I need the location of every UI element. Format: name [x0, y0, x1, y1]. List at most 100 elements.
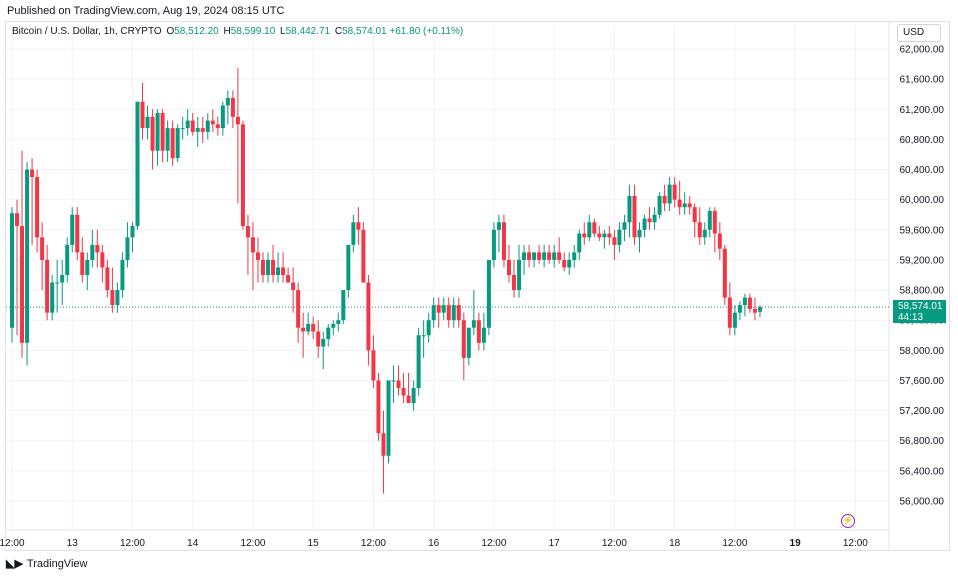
candle-body	[712, 210, 717, 234]
y-tick-label: 58,000.00	[900, 346, 945, 357]
candle-body	[20, 226, 25, 343]
open-label: O	[166, 26, 175, 37]
candle-body	[722, 248, 727, 298]
candle-body	[326, 327, 331, 340]
candle-body	[476, 320, 481, 343]
candle-body	[140, 101, 145, 129]
x-tick-label: 12:00	[481, 538, 506, 549]
candle-body	[416, 335, 421, 388]
candle-body	[366, 282, 371, 351]
close-label: C	[334, 26, 343, 37]
candle-body	[125, 237, 130, 260]
candle-body	[306, 323, 311, 332]
candle-body	[486, 259, 491, 328]
candle-body	[446, 305, 451, 321]
candle-body	[622, 222, 627, 230]
x-tick-label: 12:00	[843, 538, 868, 549]
candle-body	[115, 290, 120, 306]
y-tick-label: 60,000.00	[900, 195, 945, 206]
candle-body	[200, 128, 205, 132]
candle-body	[421, 335, 426, 337]
candle-body	[240, 124, 245, 227]
candle-body	[155, 113, 160, 151]
last-price-tag: 58,574.01 44:13	[893, 300, 946, 323]
candle-body	[747, 297, 752, 309]
x-tick-label: 17	[549, 538, 561, 549]
candle-body	[436, 305, 441, 313]
candle-body	[582, 233, 587, 238]
candle-body	[677, 199, 682, 208]
x-tick-label: 12:00	[120, 538, 145, 549]
high-value: 58,599.10	[230, 26, 276, 37]
candle-body	[637, 229, 642, 238]
candle-body	[281, 267, 286, 275]
candle-body	[617, 229, 622, 245]
candle-body	[727, 297, 732, 328]
x-tick-label: 18	[669, 538, 681, 549]
candle-body	[542, 252, 547, 260]
candle-body	[60, 275, 65, 283]
candle-body	[50, 282, 55, 313]
candle-body	[346, 244, 351, 291]
candle-body	[341, 290, 346, 321]
candle-body	[431, 305, 436, 321]
candle-body	[266, 259, 271, 275]
candle-body	[567, 259, 572, 268]
candle-body	[592, 222, 597, 234]
candle-body	[737, 305, 742, 313]
close-value: 58,574.01	[342, 26, 387, 37]
low-label: L	[280, 26, 286, 37]
candle-body	[195, 128, 200, 132]
candle-body	[160, 113, 165, 151]
candle-body	[732, 312, 737, 328]
y-tick-label: 56,000.00	[900, 497, 945, 508]
candle-body	[456, 305, 461, 321]
candle-body	[30, 169, 35, 178]
x-tick-label: 16	[428, 538, 440, 549]
candle-body	[396, 380, 401, 388]
candle-body	[376, 380, 381, 434]
candle-body	[90, 244, 95, 260]
candle-body	[517, 259, 522, 291]
currency-selector[interactable]: USD	[897, 24, 941, 42]
candle-body	[496, 222, 501, 230]
candle-body	[70, 214, 75, 245]
candle-body	[522, 252, 527, 260]
candle-body	[466, 327, 471, 358]
candle-body	[602, 233, 607, 238]
candle-body	[652, 214, 657, 223]
candle-body	[391, 380, 396, 382]
candle-body	[381, 433, 386, 456]
candle-body	[627, 195, 632, 223]
x-tick-label: 15	[308, 538, 320, 549]
candle-body	[692, 207, 697, 223]
candle-body	[557, 252, 562, 260]
change-value: +61.80 (+0.11%)	[389, 26, 464, 37]
candle-body	[707, 210, 712, 230]
candle-body	[10, 213, 14, 328]
candle-body	[130, 226, 135, 238]
candle-body	[296, 290, 301, 328]
y-tick-label: 59,200.00	[900, 255, 945, 266]
y-tick-label: 61,200.00	[900, 105, 945, 116]
candle-body	[100, 252, 105, 268]
candle-body	[607, 233, 612, 238]
candle-body	[356, 222, 361, 230]
symbol-name: Bitcoin / U.S. Dollar, 1h, CRYPTO	[12, 26, 162, 37]
footer-brand[interactable]: ◣▶ TradingView	[6, 557, 87, 571]
y-tick-label: 57,600.00	[900, 376, 945, 387]
candle-body	[481, 327, 486, 343]
chart-frame	[5, 21, 950, 551]
y-tick-label: 62,000.00	[900, 45, 945, 56]
candle-body	[351, 222, 356, 245]
lightning-icon[interactable]: ⚡	[841, 514, 855, 528]
candle-body	[597, 233, 602, 238]
candle-body	[75, 214, 80, 253]
candle-body	[235, 116, 240, 125]
candle-body	[205, 120, 210, 132]
candle-body	[120, 259, 125, 291]
candle-body	[321, 339, 326, 347]
candle-body	[336, 320, 341, 324]
candle-body	[301, 327, 306, 332]
